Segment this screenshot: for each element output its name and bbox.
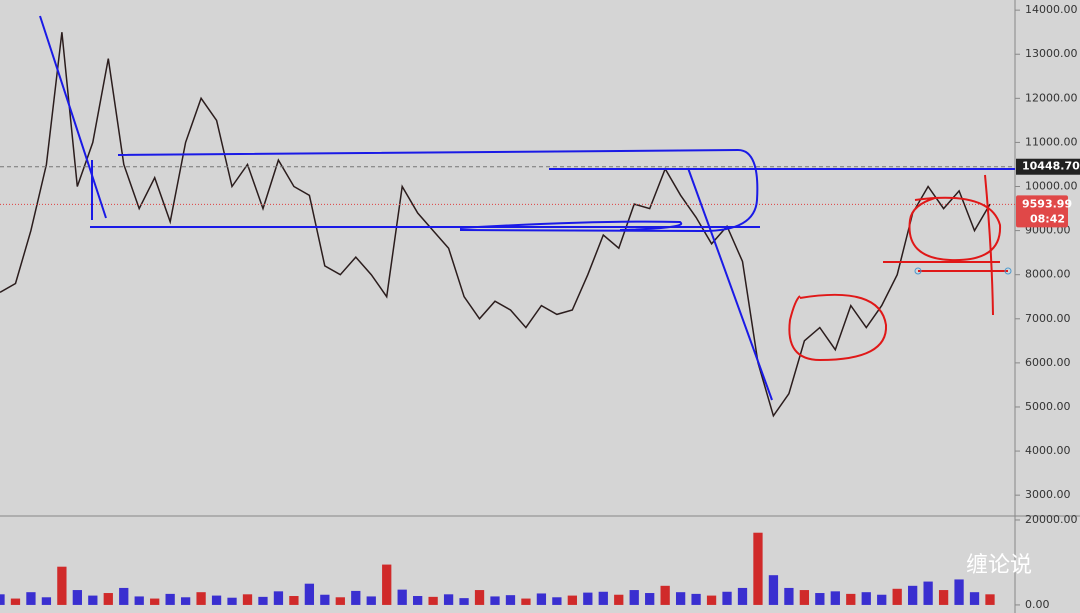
level-tag [1016, 158, 1080, 175]
y-tick-label: 10000.00 [1025, 180, 1078, 193]
volume-bar [536, 593, 547, 605]
volume-bar [490, 596, 500, 605]
volume-bar [645, 593, 655, 605]
volume-bar [861, 592, 871, 605]
price-tags: 10448.70 9593.99 08:42 [1016, 158, 1080, 228]
last-price-label: 9593.99 [1022, 197, 1072, 210]
volume-bar [227, 597, 237, 605]
volume-bar [289, 596, 299, 605]
handle [914, 267, 922, 275]
handle [1004, 267, 1012, 275]
volume-bar [180, 597, 191, 605]
volume-bar [366, 596, 376, 605]
countdown-label: 08:42 [1030, 212, 1065, 225]
volume-bar [150, 598, 160, 605]
y-tick-label: 6000.00 [1025, 356, 1071, 369]
volume-bar [196, 592, 206, 605]
annotations [39, 15, 1015, 401]
volume-bar [382, 564, 392, 605]
volume-bar [722, 591, 732, 605]
volume-bar [691, 593, 701, 605]
circle-mark [788, 293, 888, 362]
volume-bar [521, 598, 531, 605]
volume-bar [846, 593, 856, 605]
volume-bar [88, 595, 98, 605]
volume-bar [598, 591, 608, 605]
range-outline [459, 220, 683, 231]
volume-bar [10, 598, 21, 605]
volume-bar [273, 591, 284, 605]
volume-bar [211, 595, 222, 605]
level-label: 10448.70 [1022, 160, 1080, 173]
y-tick-label: 0.00 [1025, 598, 1050, 611]
range-outline [117, 148, 759, 233]
volume-bar [134, 596, 144, 605]
y-tick-label: 8000.00 [1025, 268, 1071, 281]
volume-bar [397, 589, 407, 605]
volume-bar [459, 598, 469, 605]
volume-bar [706, 595, 717, 605]
volume-bar [815, 593, 825, 605]
volume-bar [675, 592, 686, 605]
volume-bar [892, 588, 902, 605]
y-tick-label: 5000.00 [1025, 400, 1071, 413]
y-tick-label: 12000.00 [1025, 91, 1078, 104]
watermark: 缠论说 [966, 553, 1032, 578]
volume-bar [938, 590, 949, 605]
y-tick-label: 7000.00 [1025, 312, 1071, 325]
volume-bar [320, 594, 330, 605]
volume-bar [799, 590, 810, 605]
volume-bar [351, 590, 361, 605]
volume-bar [443, 594, 454, 605]
volume-bar [923, 581, 933, 605]
volume-bar [908, 585, 918, 605]
volume-bar [41, 597, 52, 605]
volume-bar [165, 593, 175, 605]
y-tick-label: 3000.00 [1025, 488, 1071, 501]
trend-line [39, 15, 107, 219]
y-tick-label: 4000.00 [1025, 444, 1071, 457]
volume-bar [985, 594, 995, 605]
y-tick-label: 11000.00 [1025, 135, 1078, 148]
volume-bar [768, 575, 779, 605]
price-line [0, 32, 991, 418]
volume-bar [0, 594, 5, 605]
price-tag [1016, 195, 1068, 228]
y-tick-label: 13000.00 [1025, 47, 1078, 60]
red-line [984, 174, 994, 316]
volume-bar [413, 596, 423, 605]
volume-bar [474, 590, 485, 605]
volume-bar [552, 597, 562, 605]
volume-bar [737, 587, 748, 605]
volume-bar [242, 594, 253, 605]
volume-bar [57, 566, 67, 605]
y-tick-label: 20000.00 [1025, 513, 1078, 526]
volume-bar [583, 592, 593, 605]
y-tick-label: 14000.00 [1025, 3, 1078, 16]
volume-bar [614, 594, 624, 605]
volume-bar [567, 595, 577, 605]
volume-bar [119, 587, 129, 605]
volume-bar [103, 593, 113, 605]
volume-bar [784, 587, 794, 605]
volume-bar [258, 596, 268, 605]
volume-bar [954, 579, 964, 605]
volume-bar [428, 596, 438, 605]
volume-bar [877, 594, 887, 605]
volume-bar [629, 590, 639, 605]
volume-bar [505, 595, 516, 605]
volume-bar [660, 585, 670, 605]
trend-line [687, 167, 773, 401]
volume-bar [26, 592, 36, 605]
volume-bar [335, 597, 345, 605]
volume-bar [72, 590, 82, 605]
volume-bar [969, 592, 980, 605]
volume-bar [753, 532, 763, 605]
volume-bar [830, 591, 840, 605]
circle-mark [908, 196, 1002, 262]
volume-bar [304, 583, 315, 605]
